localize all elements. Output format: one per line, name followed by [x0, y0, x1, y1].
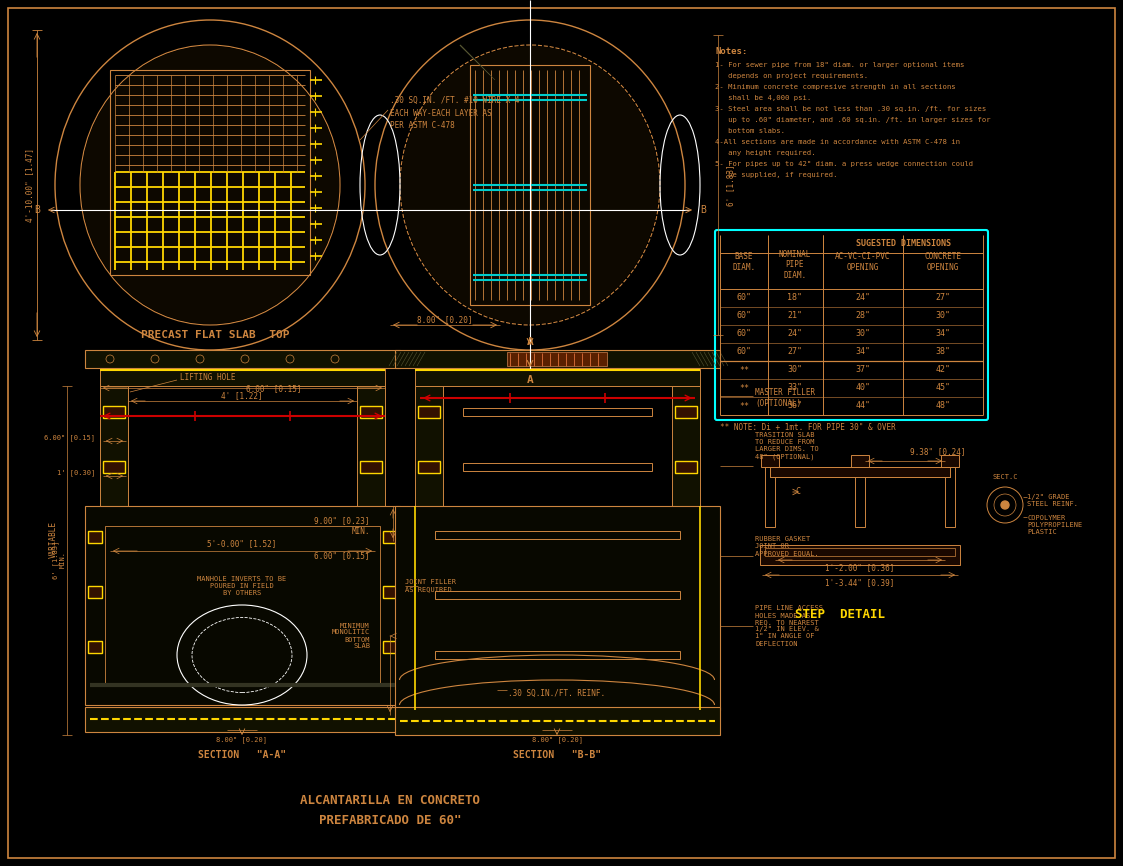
Bar: [463, 573, 652, 581]
Text: 34": 34": [935, 329, 950, 339]
Text: 8.00" [0.20]: 8.00" [0.20]: [418, 315, 473, 325]
Text: C: C: [795, 488, 800, 496]
Bar: [383, 641, 398, 653]
Ellipse shape: [81, 46, 339, 324]
Text: **: **: [739, 402, 749, 410]
Text: 30": 30": [935, 312, 950, 320]
Text: 4' [1.22]: 4' [1.22]: [221, 391, 263, 400]
Bar: [770, 467, 950, 477]
Text: CONCRETE
OPENING: CONCRETE OPENING: [924, 252, 961, 272]
Text: 27": 27": [787, 347, 803, 357]
Bar: [103, 461, 125, 473]
Text: STEP  DETAIL: STEP DETAIL: [795, 609, 885, 622]
Text: 60": 60": [737, 312, 751, 320]
Bar: [395, 350, 720, 368]
Text: 18": 18": [787, 294, 803, 302]
Text: 27": 27": [935, 294, 950, 302]
Text: SECT.C: SECT.C: [993, 474, 1017, 480]
Text: SECTION   "A-A": SECTION "A-A": [198, 750, 286, 760]
Text: VARIABLE: VARIABLE: [48, 521, 57, 559]
Text: 4-All sections are made in accordance with ASTM C-478 in: 4-All sections are made in accordance wi…: [715, 139, 960, 145]
Text: 60": 60": [737, 294, 751, 302]
Bar: [103, 406, 125, 418]
Text: .30 SQ.IN./FT. REINF.: .30 SQ.IN./FT. REINF.: [509, 688, 605, 697]
Text: 30": 30": [787, 365, 803, 374]
Text: 6.00" [0.15]: 6.00" [0.15]: [314, 552, 369, 560]
Text: 8.00" [0.20]: 8.00" [0.20]: [531, 737, 583, 743]
Text: JOINT FILLER
AS REQUIRED: JOINT FILLER AS REQUIRED: [405, 579, 456, 592]
Bar: [435, 531, 681, 539]
Bar: [85, 350, 400, 368]
Text: 5- For pipes up to 42" diam. a press wedge connection could: 5- For pipes up to 42" diam. a press wed…: [715, 161, 974, 167]
Ellipse shape: [401, 46, 659, 324]
Text: depends on project requirements.: depends on project requirements.: [715, 73, 868, 79]
Text: 6.00" [0.15]: 6.00" [0.15]: [247, 385, 302, 393]
Text: 5'-0.00" [1.52]: 5'-0.00" [1.52]: [208, 540, 276, 548]
Text: A: A: [527, 337, 533, 347]
Bar: [463, 463, 652, 471]
Text: 3- Steel area shall be not less than .30 sq.in. /ft. for sizes: 3- Steel area shall be not less than .30…: [715, 106, 986, 112]
Bar: [855, 467, 865, 527]
Text: LIFTING HOLE: LIFTING HOLE: [180, 373, 236, 383]
Bar: [765, 467, 775, 527]
Bar: [383, 586, 398, 598]
Text: A: A: [527, 375, 533, 385]
Text: 44": 44": [856, 402, 870, 410]
Text: 21": 21": [787, 312, 803, 320]
Text: 9.00" [0.23]
MIN.: 9.00" [0.23] MIN.: [314, 516, 369, 536]
Bar: [100, 368, 385, 386]
Bar: [435, 591, 681, 599]
Bar: [110, 70, 310, 275]
Bar: [357, 386, 385, 506]
Text: 60": 60": [737, 347, 751, 357]
Text: MINIMUM
MONOLITIC
BOTTOM
SLAB: MINIMUM MONOLITIC BOTTOM SLAB: [331, 623, 369, 650]
Text: be supplied, if required.: be supplied, if required.: [715, 172, 838, 178]
Text: 38": 38": [935, 347, 950, 357]
Text: 9.38" [0.24]: 9.38" [0.24]: [910, 448, 966, 456]
Bar: [85, 707, 400, 732]
Bar: [418, 406, 440, 418]
Bar: [88, 641, 102, 653]
Text: 24": 24": [856, 294, 870, 302]
Text: EACH WAY-EACH LAYER AS: EACH WAY-EACH LAYER AS: [390, 108, 492, 118]
Bar: [463, 408, 652, 416]
Text: 6.00" [0.15]: 6.00" [0.15]: [44, 435, 95, 442]
Bar: [760, 545, 960, 565]
Bar: [383, 531, 398, 543]
Text: 48": 48": [935, 402, 950, 410]
Text: 28": 28": [856, 312, 870, 320]
Text: 1'-2.00" [0.36]: 1'-2.00" [0.36]: [825, 564, 895, 572]
Text: MASTER FILLER
(OPTIONAL): MASTER FILLER (OPTIONAL): [755, 388, 815, 408]
Text: 1' [0.30]: 1' [0.30]: [57, 469, 95, 476]
Bar: [360, 461, 382, 473]
Bar: [100, 386, 128, 506]
Text: RUBBER GASKET
JOINT OR
APPROVED EQUAL.: RUBBER GASKET JOINT OR APPROVED EQUAL.: [755, 536, 819, 556]
Text: PRECAST FLAT SLAB  TOP: PRECAST FLAT SLAB TOP: [140, 330, 290, 340]
Text: 40": 40": [856, 384, 870, 392]
Text: Notes:: Notes:: [715, 48, 747, 56]
Text: 6' [1.83]: 6' [1.83]: [727, 165, 736, 206]
Text: 30": 30": [856, 329, 870, 339]
Bar: [395, 707, 720, 735]
Text: ALCANTARILLA EN CONCRETO: ALCANTARILLA EN CONCRETO: [300, 793, 480, 806]
Text: 34": 34": [856, 347, 870, 357]
Bar: [88, 586, 102, 598]
Text: COPOLYMER
POLYPROPILENE
PLASTIC: COPOLYMER POLYPROPILENE PLASTIC: [1028, 515, 1083, 535]
Text: shall be 4,000 psi.: shall be 4,000 psi.: [715, 95, 811, 101]
Text: 24": 24": [787, 329, 803, 339]
Text: BASE
DIAM.: BASE DIAM.: [732, 252, 756, 272]
Bar: [675, 461, 697, 473]
Text: 60": 60": [737, 329, 751, 339]
Bar: [104, 526, 380, 685]
Text: .30 SQ.IN. /FT. #10 WIRE X 4: .30 SQ.IN. /FT. #10 WIRE X 4: [390, 95, 520, 105]
Text: bottom slabs.: bottom slabs.: [715, 128, 785, 134]
Bar: [88, 531, 102, 543]
Text: AC-VC-CI-PVC
OPENING: AC-VC-CI-PVC OPENING: [836, 252, 891, 272]
Text: TRASITION SLAB
TO REDUCE FROM
LARGER DIMS. TO
48" (OPTIONAL): TRASITION SLAB TO REDUCE FROM LARGER DIM…: [755, 432, 819, 460]
Text: 37": 37": [856, 365, 870, 374]
Text: 42": 42": [935, 365, 950, 374]
Text: 1/2" GRADE
STEEL REINF.: 1/2" GRADE STEEL REINF.: [1028, 494, 1078, 507]
Bar: [675, 406, 697, 418]
Text: 1- For sewer pipe from 18" diam. or larger optional items: 1- For sewer pipe from 18" diam. or larg…: [715, 62, 965, 68]
Circle shape: [1001, 501, 1008, 509]
